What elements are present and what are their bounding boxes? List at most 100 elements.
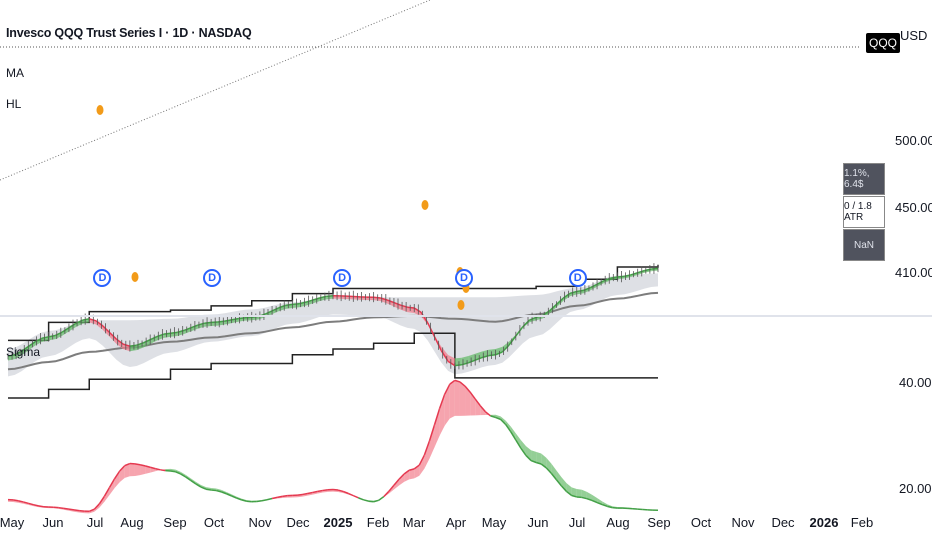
ma-fast-segment bbox=[447, 360, 456, 367]
sigma-line-segment bbox=[124, 462, 131, 467]
sigma-line-segment bbox=[363, 499, 369, 502]
sigma-line-segment bbox=[571, 494, 577, 498]
hl-lower-line bbox=[8, 332, 658, 399]
sigma-line-segment bbox=[500, 418, 507, 426]
indicator-label-sigma[interactable]: Sigma bbox=[6, 345, 41, 359]
indicator-label-ma[interactable]: MA bbox=[6, 66, 24, 80]
ma-ribbon-segment bbox=[454, 357, 462, 366]
sigma-ribbon-segment bbox=[525, 446, 532, 461]
ma-fast-segment bbox=[549, 303, 557, 312]
sigma-line-segment bbox=[566, 490, 573, 497]
ma-fast-segment bbox=[231, 317, 239, 321]
price-axis-tick: 410.00 bbox=[895, 265, 932, 280]
sigma-line-segment bbox=[33, 503, 39, 507]
sigma-line-segment bbox=[373, 499, 379, 503]
sigma-line-segment bbox=[540, 463, 547, 469]
sigma-ribbon-segment bbox=[140, 464, 146, 476]
sigma-line-segment bbox=[433, 408, 441, 425]
info-cell-atr: 0 / 1.8 ATR bbox=[843, 196, 885, 228]
sigma-ribbon-segment bbox=[145, 465, 151, 474]
time-axis-tick: Dec bbox=[286, 515, 310, 530]
signal-dot bbox=[421, 200, 429, 210]
dividend-marker[interactable]: D bbox=[203, 269, 222, 287]
ma-fast-segment bbox=[122, 343, 131, 347]
sigma-line-segment bbox=[459, 381, 466, 387]
sigma-axis-tick: 20.00 bbox=[899, 481, 932, 496]
info-table: 1.1%, 6.4$ 0 / 1.8 ATR NaN bbox=[843, 163, 885, 262]
sigma-ribbon-segment bbox=[444, 384, 450, 426]
sigma-line-segment bbox=[246, 500, 252, 503]
sigma-line-segment bbox=[139, 463, 146, 467]
ma-fast-segment bbox=[474, 356, 483, 361]
ma-fast-segment bbox=[637, 269, 645, 274]
sigma-ribbon-segment bbox=[551, 463, 557, 480]
sigma-line-segment bbox=[408, 468, 415, 471]
sigma-line-segment bbox=[403, 469, 410, 475]
ma-ribbon-segment bbox=[184, 327, 191, 334]
ma-fast-segment bbox=[170, 331, 178, 334]
ma-ribbon-segment bbox=[190, 325, 198, 332]
sigma-line-segment bbox=[337, 489, 344, 493]
dividend-marker[interactable]: D bbox=[455, 269, 473, 287]
ma-fast-segment bbox=[292, 303, 300, 306]
ma-ribbon-segment bbox=[143, 339, 151, 348]
sigma-line-segment bbox=[221, 491, 227, 495]
sigma-ribbon-segment bbox=[586, 491, 592, 501]
sigma-line-segment bbox=[347, 492, 354, 497]
price-pane bbox=[0, 0, 860, 399]
dividend-marker[interactable]: D bbox=[568, 269, 587, 287]
indicator-label-hl[interactable]: HL bbox=[6, 97, 22, 111]
ma-fast-segment bbox=[407, 306, 415, 309]
sigma-ribbon-segment bbox=[114, 471, 120, 489]
sigma-ribbon-segment bbox=[531, 450, 537, 463]
sigma-line-segment bbox=[185, 476, 192, 482]
ma-fast-segment bbox=[312, 297, 320, 301]
sigma-line-segment bbox=[93, 503, 100, 510]
sigma-line-segment bbox=[200, 486, 207, 490]
sigma-line-segment bbox=[601, 503, 608, 508]
sigma-line-segment bbox=[378, 495, 385, 501]
time-axis-tick: Jul bbox=[568, 515, 586, 530]
sigma-line-segment bbox=[510, 431, 517, 441]
sigma-line-segment bbox=[449, 379, 456, 385]
sigma-line-segment bbox=[479, 405, 486, 413]
sigma-line-segment bbox=[160, 469, 166, 472]
ma-fast-segment bbox=[413, 307, 422, 313]
ma-ribbon-segment bbox=[448, 355, 455, 366]
sigma-line-segment bbox=[170, 470, 176, 473]
ma-ribbon-segment bbox=[488, 349, 496, 356]
ma-fast-segment bbox=[163, 332, 171, 335]
sigma-ribbon-segment bbox=[399, 473, 405, 486]
sigma-line-segment bbox=[205, 488, 212, 491]
time-axis-tick: Sep bbox=[163, 515, 187, 530]
sigma-line-segment bbox=[550, 472, 558, 481]
currency-label[interactable]: USD bbox=[900, 28, 928, 43]
symbol-price-badge: QQQ bbox=[866, 33, 901, 53]
ma-fast-segment bbox=[393, 301, 401, 306]
ma-ribbon-segment bbox=[89, 318, 97, 325]
sigma-line-segment bbox=[271, 496, 278, 500]
sigma-line-segment bbox=[530, 459, 537, 464]
sigma-line-segment bbox=[73, 509, 80, 512]
sigma-line-segment bbox=[302, 492, 308, 496]
sigma-ribbon-segment bbox=[129, 463, 135, 477]
sigma-line-segment bbox=[190, 479, 197, 485]
sigma-line-segment bbox=[307, 491, 313, 495]
price-axis-tick: 500.00 bbox=[895, 133, 932, 148]
ma-ribbon-segment bbox=[495, 346, 503, 355]
ma-fast-segment bbox=[326, 295, 334, 298]
sigma-line-segment bbox=[63, 507, 70, 510]
ma-ribbon-segment bbox=[68, 323, 76, 332]
sigma-line-segment bbox=[438, 393, 446, 409]
ma-fast-segment bbox=[576, 289, 584, 293]
ma-fast-segment bbox=[149, 335, 158, 341]
sigma-ribbon-segment bbox=[454, 380, 460, 416]
sigma-line-segment bbox=[216, 489, 222, 493]
dividend-marker[interactable]: D bbox=[93, 269, 112, 287]
ma-fast-segment bbox=[129, 344, 137, 347]
sigma-line-segment bbox=[38, 505, 44, 508]
sigma-line-segment bbox=[535, 461, 542, 465]
time-axis-tick: Feb bbox=[850, 515, 874, 530]
sigma-line-segment bbox=[505, 424, 512, 433]
dividend-marker[interactable]: D bbox=[333, 269, 352, 287]
